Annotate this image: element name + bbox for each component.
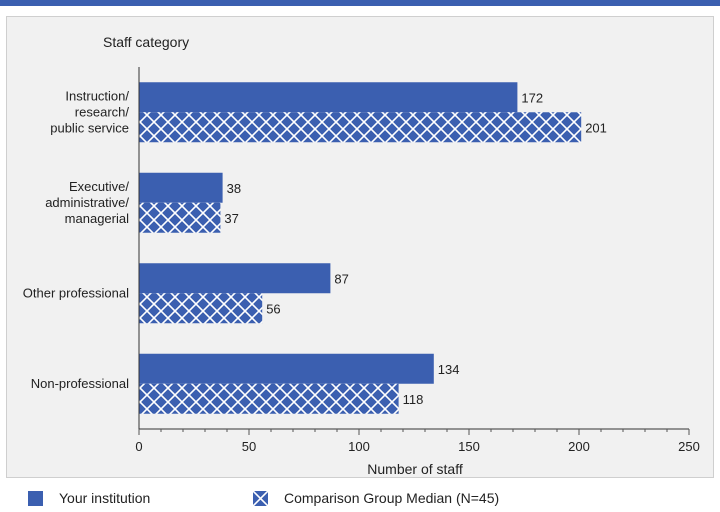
- x-axis-title: Number of staff: [367, 461, 463, 477]
- category-label-line: managerial: [65, 211, 129, 226]
- x-tick-label: 50: [242, 439, 256, 454]
- data-label: 118: [403, 392, 424, 407]
- data-label: 38: [227, 181, 241, 196]
- bar-your-institution: [139, 263, 331, 294]
- category-label-line: administrative/: [45, 195, 129, 210]
- data-label: 37: [224, 211, 238, 226]
- bar-comparison-median: [139, 112, 582, 143]
- x-tick-label: 100: [348, 439, 370, 454]
- category-label-line: Other professional: [23, 285, 129, 300]
- y-axis-title: Staff category: [103, 34, 189, 50]
- bar-comparison-median: [139, 202, 221, 233]
- data-label: 87: [334, 271, 348, 286]
- chart-panel: Staff category 172 201 38 37 87 56 134 118 Inst…: [6, 16, 714, 478]
- category-label-line: Executive/: [69, 179, 129, 194]
- legend-item-your-institution: Your institution: [28, 490, 150, 506]
- category-label: Non-professional: [31, 376, 129, 391]
- category-label: Other professional: [23, 285, 129, 300]
- data-label: 172: [521, 90, 543, 105]
- category-label-line: Non-professional: [31, 376, 129, 391]
- x-tick-label: 150: [458, 439, 480, 454]
- x-tick-label: 200: [568, 439, 590, 454]
- category-label: Instruction/research/public service: [50, 88, 129, 135]
- bar-your-institution: [139, 353, 434, 384]
- data-label: 134: [438, 362, 460, 377]
- bar-your-institution: [139, 172, 223, 203]
- top-accent-bar: [0, 0, 720, 6]
- legend-label: Your institution: [59, 490, 151, 506]
- legend-item-comparison-median: Comparison Group Median (N=45): [253, 490, 499, 506]
- bar-comparison-median: [139, 293, 263, 324]
- x-tick-label: 0: [135, 439, 142, 454]
- legend-label: Comparison Group Median (N=45): [284, 490, 500, 506]
- legend: Your institution Comparison Group Median…: [0, 482, 720, 512]
- category-label-line: public service: [50, 120, 129, 135]
- bar-your-institution: [139, 82, 518, 113]
- category-label: Executive/administrative/managerial: [45, 179, 129, 226]
- category-label-line: Instruction/: [65, 88, 129, 103]
- data-label: 56: [266, 301, 280, 316]
- bar-chart: Staff category 172 201 38 37 87 56 134 118 Inst…: [23, 34, 700, 477]
- solid-swatch-icon: [28, 490, 43, 506]
- bar-comparison-median: [139, 383, 399, 414]
- x-tick-label: 250: [678, 439, 700, 454]
- category-label-line: research/: [75, 104, 130, 119]
- crosshatch-swatch-icon: [253, 490, 268, 506]
- data-label: 201: [585, 120, 607, 135]
